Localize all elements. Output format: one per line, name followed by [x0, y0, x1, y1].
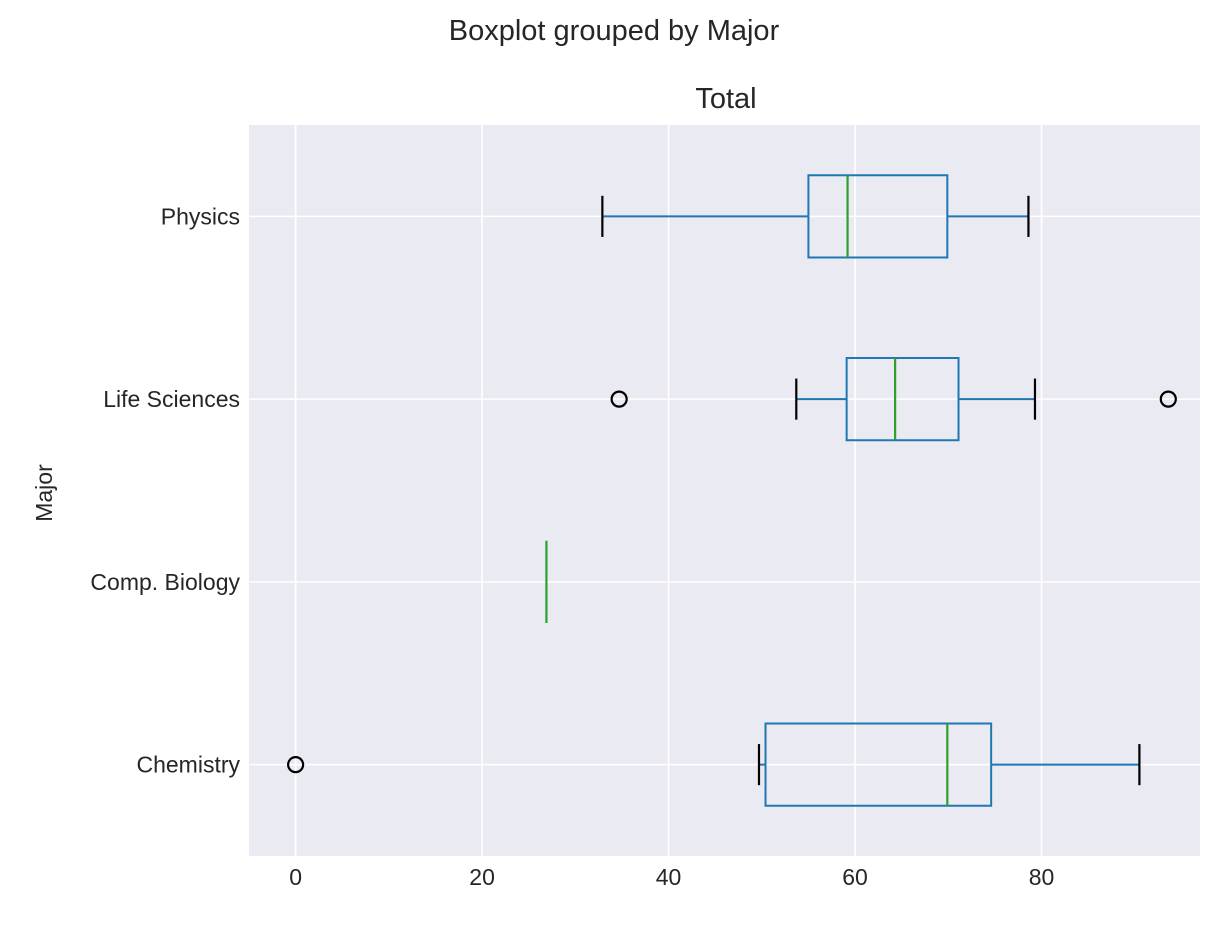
- iqr-box: [845, 357, 960, 442]
- chart-title: Total: [695, 83, 756, 115]
- y-tick-label: Life Sciences: [103, 386, 240, 412]
- plot-area: 0 20 40 60 80 Chemistry Comp. Biology Life Scie…: [90, 125, 1200, 890]
- y-tick-label: Comp. Biology: [90, 569, 240, 595]
- y-tick-label: Chemistry: [136, 752, 240, 778]
- iqr-box: [764, 722, 993, 807]
- outlier-point: [287, 756, 305, 774]
- x-tick-label: 40: [656, 864, 682, 890]
- chart-suptitle: Boxplot grouped by Major: [449, 15, 780, 47]
- x-tick-label: 60: [842, 864, 868, 890]
- x-tick-label: 20: [469, 864, 495, 890]
- plot-background: [249, 125, 1200, 856]
- iqr-box: [807, 174, 949, 259]
- outlier-point: [610, 390, 628, 408]
- x-tick-label: 0: [289, 864, 302, 890]
- y-axis-label: Major: [31, 464, 57, 522]
- outlier-point: [1159, 390, 1177, 408]
- y-tick-label: Physics: [161, 203, 240, 229]
- x-tick-label: 80: [1029, 864, 1055, 890]
